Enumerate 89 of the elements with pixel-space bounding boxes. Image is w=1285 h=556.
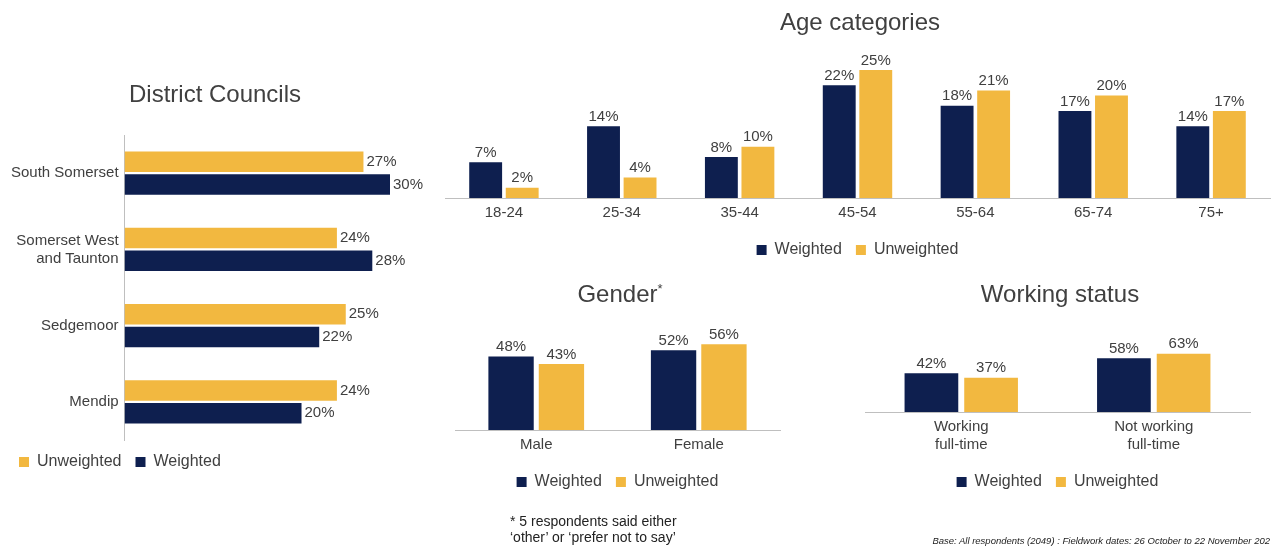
chart-title: Working status: [979, 280, 1141, 309]
bar: [124, 250, 373, 272]
legend-label: Unweighted: [37, 452, 122, 470]
bar: [124, 174, 390, 195]
bar: [650, 350, 697, 430]
data-label: 27%: [366, 151, 397, 169]
data-label: 8%: [710, 137, 733, 155]
legend-label: Weighted: [974, 472, 1042, 490]
bar: [859, 70, 893, 198]
data-label: 52%: [658, 330, 689, 348]
bar: [741, 146, 775, 198]
bar: [701, 344, 747, 430]
legend-label: Unweighted: [633, 472, 719, 490]
bar: [623, 177, 657, 198]
legend-label: Weighted: [534, 472, 602, 490]
y-tick-label: South Somerset: [10, 163, 120, 181]
x-tick-label: Working full-time: [933, 417, 989, 453]
x-tick-label: Not working full-time: [1114, 417, 1194, 453]
x-tick-label: Female: [673, 435, 724, 453]
data-label: 63%: [1168, 334, 1199, 352]
x-tick-label: 55-64: [956, 203, 995, 221]
data-label: 4%: [629, 158, 651, 176]
x-tick-label: 35-44: [720, 203, 759, 221]
data-label: 10%: [742, 127, 773, 145]
bar: [124, 151, 364, 172]
data-label: 25%: [348, 304, 379, 322]
y-tick-label: Mendip: [69, 392, 119, 410]
bar: [1058, 110, 1092, 198]
data-label: 14%: [588, 106, 619, 124]
bar: [587, 126, 620, 198]
data-label: 24%: [339, 380, 370, 398]
bar: [538, 364, 585, 430]
bar: [124, 326, 320, 348]
data-label: 22%: [322, 327, 353, 345]
x-tick-label: 25-34: [602, 203, 641, 221]
chart-title: District Councils: [128, 80, 302, 109]
data-label: 56%: [708, 324, 739, 342]
data-label: 17%: [1059, 91, 1090, 109]
bar: [124, 403, 302, 424]
data-label: 42%: [916, 353, 947, 371]
bar: [1212, 110, 1246, 198]
chart-title: Age categories: [778, 8, 942, 37]
data-label: 14%: [1177, 106, 1208, 124]
x-tick-label: 65-74: [1074, 203, 1113, 221]
x-tick-label: 45-54: [838, 203, 877, 221]
bar: [505, 187, 539, 198]
bar: [1156, 353, 1211, 412]
bar: [964, 377, 1018, 412]
data-label: 25%: [860, 50, 891, 68]
legend-label: Unweighted: [873, 240, 959, 258]
data-label: 37%: [976, 358, 1007, 376]
y-tick-label: Sedgemoor: [40, 315, 119, 333]
bar: [940, 105, 974, 198]
data-label: 7%: [474, 142, 497, 160]
bar: [124, 303, 346, 325]
data-label: 22%: [824, 66, 855, 83]
data-label: 17%: [1214, 91, 1245, 109]
text: Base: All respondents (2049) : Fieldwork dates: 26 October to 22 November 202: [931, 535, 1270, 546]
data-label: 30%: [393, 174, 424, 192]
bar: [124, 380, 337, 401]
y-tick-label: Somerset West and Taunton: [16, 230, 120, 266]
legend-label: Weighted: [774, 240, 842, 258]
data-label: 28%: [375, 250, 406, 268]
data-label: 20%: [304, 403, 335, 421]
data-label: 21%: [978, 71, 1009, 89]
bar: [704, 157, 738, 198]
bar: [1095, 95, 1128, 198]
data-label: 24%: [339, 228, 370, 246]
x-tick-label: Male: [519, 435, 553, 453]
bar: [124, 227, 337, 249]
x-tick-label: 18-24: [484, 203, 524, 221]
bar: [904, 373, 959, 412]
bar: [1176, 126, 1210, 198]
data-label: 2%: [511, 168, 534, 186]
data-label: 18%: [942, 86, 973, 104]
bar: [977, 90, 1011, 198]
chart-title: Gender$^{*}$: [576, 280, 664, 309]
bar: [822, 85, 856, 198]
data-label: 48%: [496, 337, 527, 355]
legend-label: Weighted: [153, 452, 221, 470]
legend-label: Unweighted: [1073, 472, 1159, 490]
bar: [469, 162, 503, 198]
text: * 5 respondents said either ‘other’ or ‘prefer not to say’: [510, 513, 678, 545]
data-label: 20%: [1096, 76, 1127, 94]
data-label: 58%: [1108, 338, 1139, 356]
data-label: 43%: [546, 344, 577, 362]
bar: [1097, 358, 1151, 412]
bar: [488, 356, 534, 430]
x-tick-label: 75+: [1198, 203, 1225, 221]
